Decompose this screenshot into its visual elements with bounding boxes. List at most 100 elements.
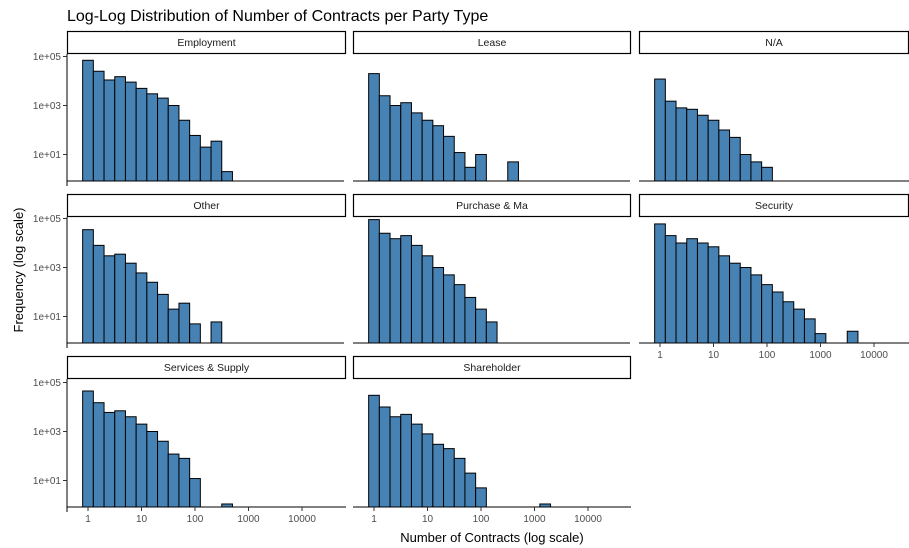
panels: Employment 1e+01 1e+03 1e+05 Lease N/A Other 1e… (33, 30, 909, 525)
histogram-bar (686, 108, 698, 182)
histogram-bar (739, 267, 752, 344)
histogram-bar (421, 255, 434, 344)
histogram-bar (400, 235, 412, 344)
histogram-bar (82, 390, 94, 508)
histogram-bar (389, 416, 402, 508)
histogram-bar (378, 406, 391, 508)
panel-strip-label: Employment (177, 37, 235, 49)
histogram-bar (178, 302, 191, 344)
histogram-bar (146, 281, 159, 344)
histogram-bar (189, 134, 201, 182)
histogram-bar (167, 308, 180, 344)
histogram-bar (103, 411, 116, 508)
histogram-bar (654, 223, 666, 344)
histogram-bar (654, 78, 666, 182)
x-tick-label: 1000 (809, 350, 832, 361)
panel-strip (66, 355, 347, 380)
histogram-bar (814, 333, 827, 344)
histogram-bar (368, 394, 380, 508)
histogram-bar (167, 105, 180, 182)
histogram-bar (803, 318, 816, 344)
histogram-bar (221, 171, 233, 182)
histogram-bar (432, 443, 445, 508)
chart-title: Log-Log Distribution of Number of Contra… (67, 8, 488, 25)
histogram-bar (189, 478, 201, 508)
histogram-bar (389, 238, 402, 344)
panel-strip (352, 30, 632, 55)
x-tick-label: 1 (85, 514, 91, 525)
panel-strip (352, 355, 632, 380)
histogram-bar (696, 114, 709, 182)
histogram-bar (686, 238, 698, 344)
panel-1: Lease (352, 30, 632, 182)
histogram-bar (389, 105, 402, 182)
histogram-bar (750, 161, 763, 182)
panel-strip-label: Other (193, 200, 220, 212)
y-tick-label: 1e+01 (33, 312, 62, 323)
histogram-bar (103, 79, 116, 182)
histogram-bar (750, 274, 763, 344)
histogram-bar (368, 73, 380, 182)
histogram-bar (92, 402, 105, 508)
histogram-bar (771, 291, 784, 344)
x-tick-label: 100 (759, 350, 776, 361)
panel-strip-label: Purchase & Ma (456, 200, 528, 212)
histogram-bar (400, 102, 412, 182)
histogram-bar (707, 246, 720, 344)
y-tick-label: 1e+01 (33, 476, 62, 487)
histogram-bar (846, 330, 859, 344)
histogram-bar (82, 59, 94, 182)
histogram-bar (464, 166, 477, 182)
histogram-bar (475, 154, 487, 182)
histogram-bar (761, 166, 773, 182)
histogram-bar (453, 457, 466, 508)
histogram-bar (410, 112, 423, 182)
histogram-bar (507, 161, 519, 182)
x-tick-label: 10000 (860, 350, 888, 361)
histogram-bar (696, 242, 709, 344)
histogram-bar (400, 413, 412, 508)
histogram-bar (664, 100, 677, 182)
histogram-bar (378, 95, 391, 182)
histogram-bar (157, 97, 169, 182)
histogram-bar (157, 440, 169, 508)
panel-strip (66, 193, 347, 218)
histogram-bar (146, 93, 159, 182)
histogram-bar (178, 457, 191, 508)
y-tick-label: 1e+03 (33, 263, 62, 274)
x-axis-title: Number of Contracts (log scale) (400, 530, 584, 545)
panel-7: Shareholder 1 10 100 1000 10000 (352, 355, 632, 525)
histogram-bar (464, 472, 477, 508)
histogram-bar (210, 321, 223, 344)
x-tick-label: 10 (422, 514, 434, 525)
x-tick-label: 1 (371, 514, 377, 525)
panel-strip-label: N/A (765, 37, 783, 49)
y-tick-label: 1e+03 (33, 427, 62, 438)
y-tick-label: 1e+03 (33, 101, 62, 112)
x-tick-label: 100 (473, 514, 490, 525)
histogram-bar (178, 119, 191, 182)
panel-2: N/A (638, 30, 909, 182)
histogram-bar (189, 323, 201, 344)
panel-strip-label: Security (755, 200, 794, 212)
histogram-bar (729, 262, 741, 344)
panel-strip-label: Services & Supply (164, 362, 250, 374)
panel-3: Other 1e+01 1e+03 1e+05 (33, 193, 347, 348)
histogram-bar (443, 448, 455, 508)
histogram-bar (92, 244, 105, 344)
histogram-bar (124, 262, 137, 344)
panel-strip (352, 193, 632, 218)
panel-strip-label: Shareholder (463, 362, 521, 374)
histogram-bar (114, 253, 126, 344)
x-tick-label: 10 (136, 514, 148, 525)
x-tick-label: 1000 (523, 514, 546, 525)
histogram-bar (453, 284, 466, 344)
histogram-bar (167, 453, 180, 508)
histogram-bar (761, 284, 773, 344)
histogram-bar (378, 232, 391, 344)
histogram-bar (707, 119, 720, 182)
y-tick-label: 1e+01 (33, 150, 62, 161)
y-tick-label: 1e+05 (33, 52, 62, 63)
histogram-bar (675, 107, 688, 182)
y-axis-title: Frequency (log scale) (11, 208, 26, 333)
